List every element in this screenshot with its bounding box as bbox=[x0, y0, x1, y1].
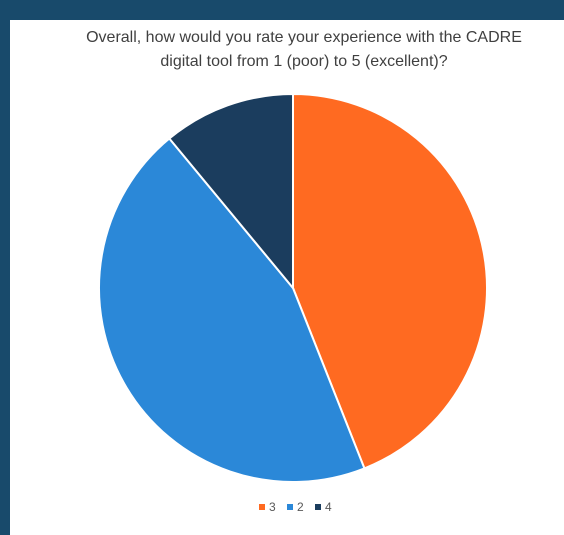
pie-slice-4 bbox=[167, 92, 294, 291]
chart-legend: 3 2 4 bbox=[259, 500, 332, 514]
chart-frame: Overall, how would you rate your experie… bbox=[10, 20, 564, 535]
pie-slices bbox=[98, 92, 488, 483]
chart-title: Overall, how would you rate your experie… bbox=[10, 26, 564, 74]
pie-chart: 3 2 4 bbox=[98, 92, 488, 514]
pie-slice-2 bbox=[98, 137, 366, 483]
legend-label-2: 2 bbox=[297, 500, 304, 514]
chart-title-line2: digital tool from 1 (poor) to 5 (excelle… bbox=[160, 53, 448, 70]
legend-label-4: 4 bbox=[325, 500, 332, 514]
legend-swatch-3 bbox=[259, 504, 265, 510]
legend-label-3: 3 bbox=[269, 500, 276, 514]
pie-slice-3 bbox=[292, 92, 488, 470]
legend-swatch-2 bbox=[287, 504, 293, 510]
chart-title-line1: Overall, how would you rate your experie… bbox=[86, 29, 522, 46]
legend-swatch-4 bbox=[315, 504, 321, 510]
